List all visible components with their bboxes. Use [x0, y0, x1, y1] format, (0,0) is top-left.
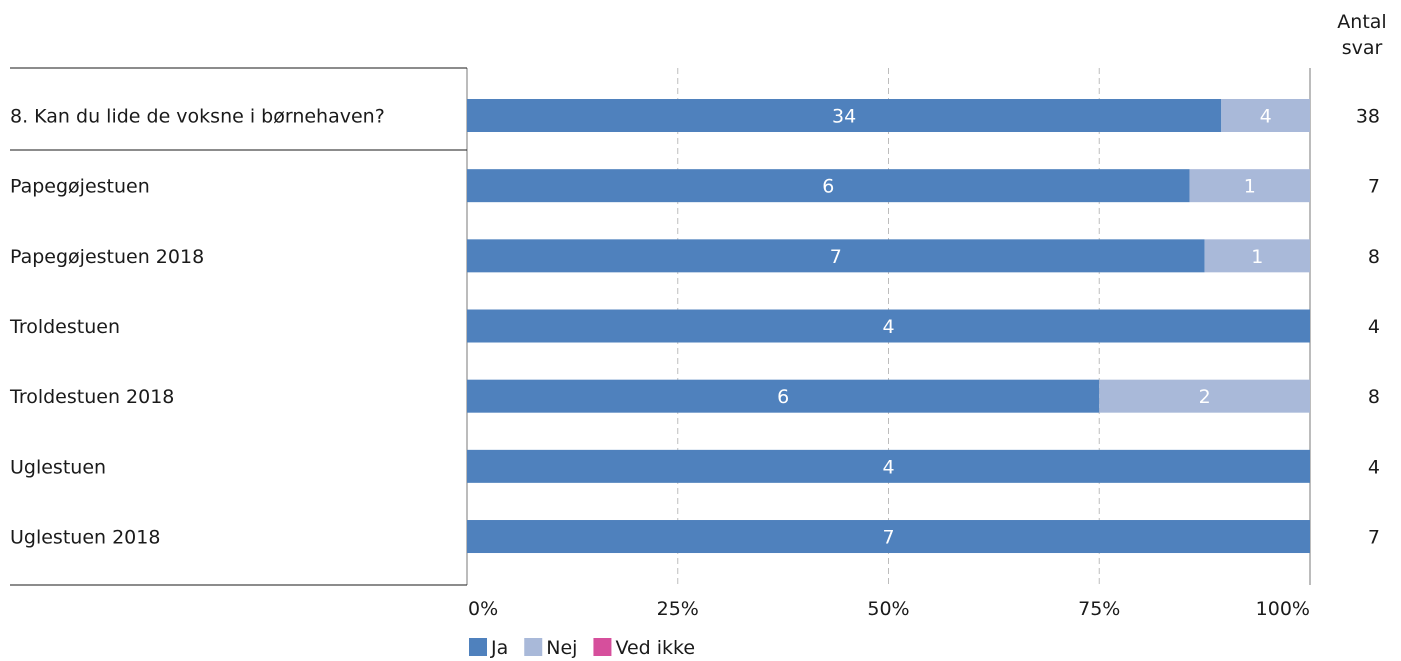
row-total: 8 — [1368, 246, 1380, 268]
legend-swatch — [469, 638, 487, 656]
data-label: 4 — [882, 456, 894, 478]
data-label: 6 — [777, 386, 789, 408]
row-total: 8 — [1368, 386, 1380, 408]
count-header: Antal svar — [1337, 11, 1386, 59]
x-tick-label: 50% — [867, 598, 909, 620]
row-total: 4 — [1368, 456, 1380, 478]
row-total: 38 — [1356, 106, 1380, 128]
bar-segment-ja — [467, 169, 1190, 203]
label-rules — [10, 67, 467, 586]
bar-segment-nej — [1189, 169, 1310, 203]
data-label: 7 — [830, 246, 842, 268]
legend-swatch — [593, 638, 612, 656]
legend-swatch — [524, 638, 543, 656]
bar-segment-nej — [1204, 239, 1310, 273]
row-label: Troldestuen 2018 — [9, 386, 174, 408]
data-label: 1 — [1244, 176, 1256, 198]
row-label: Uglestuen 2018 — [10, 527, 160, 549]
data-label: 2 — [1199, 386, 1211, 408]
bar-segment-ja — [467, 449, 1310, 483]
x-tick-label: 75% — [1078, 598, 1120, 620]
data-label: 6 — [822, 176, 834, 198]
row-label: Uglestuen — [10, 456, 106, 478]
data-label: 7 — [882, 527, 894, 549]
count-header-line-1: Antal — [1337, 11, 1386, 33]
row-label: Papegøjestuen 2018 — [10, 246, 204, 268]
count-header-line-2: svar — [1342, 37, 1383, 59]
bar-segment-ja — [467, 379, 1100, 413]
row-totals: 38 7 8 4 8 4 7 — [1356, 106, 1380, 549]
legend: Ja Nej Ved ikke — [469, 637, 695, 659]
legend-label: Nej — [546, 637, 577, 659]
data-label: 1 — [1251, 246, 1263, 268]
x-tick-label: 100% — [1256, 598, 1310, 620]
bar-segment-ja — [467, 520, 1310, 554]
row-label: 8. Kan du lide de voksne i børnehaven? — [10, 106, 385, 128]
data-label: 34 — [832, 106, 856, 128]
data-label: 4 — [882, 316, 894, 338]
bar-segment-ja — [467, 99, 1222, 132]
x-tick-label: 0% — [468, 598, 498, 620]
legend-label: Ved ikke — [615, 637, 695, 659]
bar-segment-nej — [1221, 99, 1310, 132]
x-tick-label: 25% — [657, 598, 699, 620]
row-total: 7 — [1368, 176, 1380, 198]
data-label: 4 — [1260, 106, 1272, 128]
bar-segment-ja — [467, 239, 1205, 273]
row-labels: 8. Kan du lide de voksne i børnehaven? Pa… — [9, 106, 385, 549]
x-axis-ticks: 0% 25% 50% 75% 100% — [468, 598, 1310, 620]
bar-segment-ja — [467, 309, 1310, 343]
row-label: Troldestuen — [9, 316, 120, 338]
row-label: Papegøjestuen — [10, 176, 150, 198]
bar-segment-nej — [1099, 379, 1310, 413]
row-total: 4 — [1368, 316, 1380, 338]
bars: 34 4 6 1 7 1 4 6 2 4 7 — [467, 99, 1310, 554]
row-total: 7 — [1368, 527, 1380, 549]
legend-label: Ja — [490, 637, 508, 659]
